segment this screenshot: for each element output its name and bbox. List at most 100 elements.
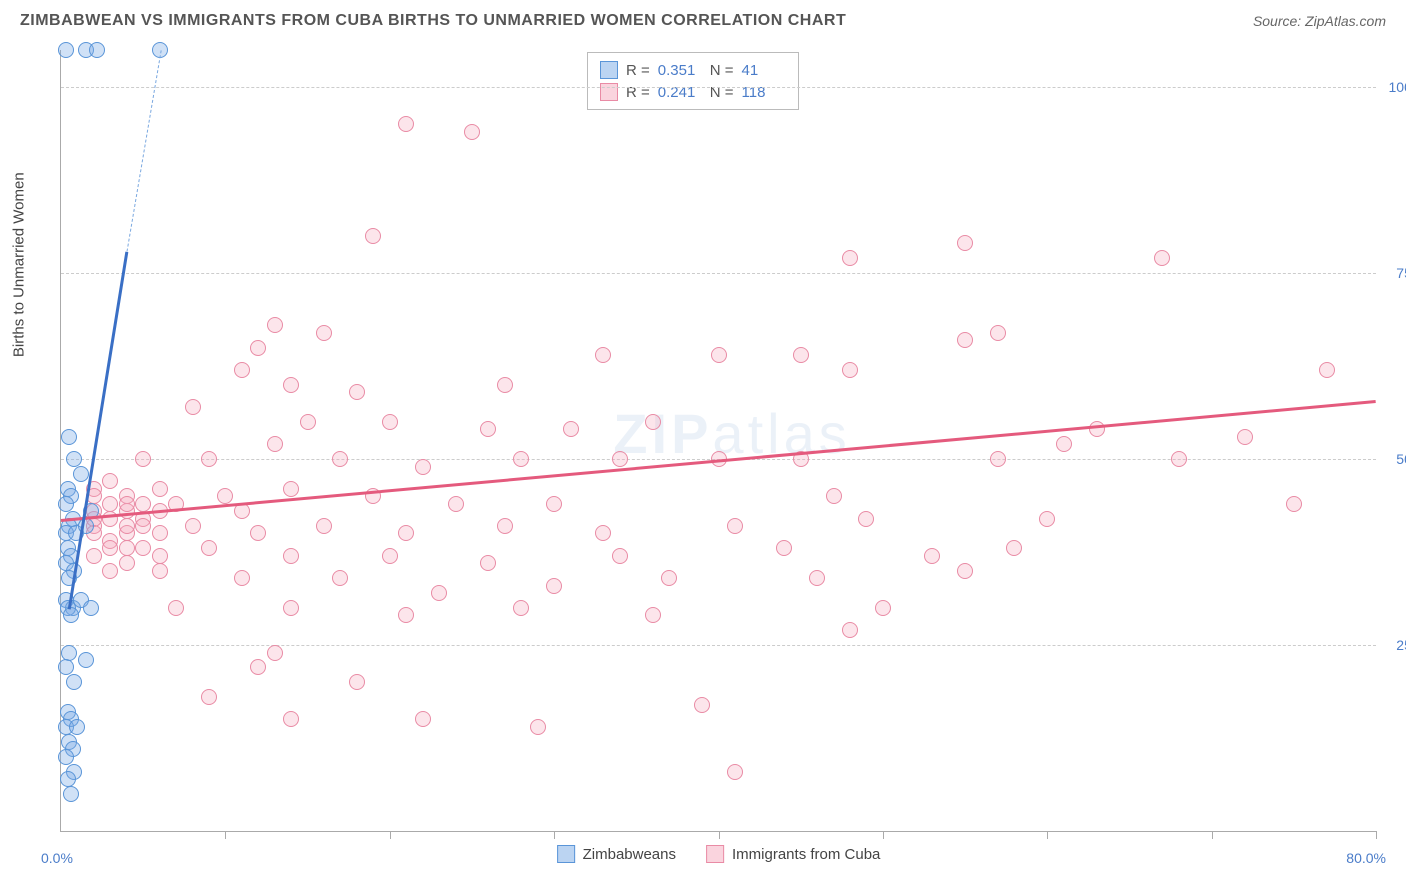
ytick-label: 75.0% [1381,265,1406,281]
data-point-pink [382,548,398,564]
data-point-pink [267,436,283,452]
data-point-pink [135,540,151,556]
data-point-pink [398,607,414,623]
data-point-pink [563,421,579,437]
legend: Zimbabweans Immigrants from Cuba [557,845,881,863]
data-point-blue [69,719,85,735]
data-point-pink [957,235,973,251]
data-point-pink [645,414,661,430]
xtick [225,831,226,839]
data-point-blue [58,749,74,765]
data-point-pink [595,347,611,363]
data-point-pink [957,332,973,348]
data-point-pink [217,488,233,504]
legend-item-blue: Zimbabweans [557,845,676,863]
r-label: R = [626,62,650,79]
r-label: R = [626,84,650,101]
data-point-pink [415,711,431,727]
data-point-pink [152,525,168,541]
data-point-pink [250,525,266,541]
data-point-pink [300,414,316,430]
swatch-blue [557,845,575,863]
data-point-pink [842,622,858,638]
data-point-pink [234,362,250,378]
data-point-pink [448,496,464,512]
data-point-pink [349,674,365,690]
swatch-blue [600,61,618,79]
correlation-stats-box: R = 0.351 N = 41 R = 0.241 N = 118 [587,52,799,110]
data-point-pink [234,570,250,586]
data-point-pink [365,228,381,244]
data-point-pink [645,607,661,623]
data-point-pink [858,511,874,527]
xtick [883,831,884,839]
data-point-pink [875,600,891,616]
data-point-pink [332,570,348,586]
data-point-pink [283,377,299,393]
data-point-pink [382,414,398,430]
data-point-pink [546,496,562,512]
data-point-pink [102,540,118,556]
data-point-pink [497,377,513,393]
data-point-pink [283,548,299,564]
data-point-blue [58,42,74,58]
n-value-blue: 41 [742,62,786,79]
data-point-pink [250,340,266,356]
legend-item-pink: Immigrants from Cuba [706,845,880,863]
xtick [390,831,391,839]
gridline [61,87,1376,88]
x-axis-min: 0.0% [41,850,73,866]
data-point-blue [61,645,77,661]
data-point-pink [283,481,299,497]
data-point-pink [480,555,496,571]
swatch-pink [706,845,724,863]
xtick [1376,831,1377,839]
data-point-pink [1006,540,1022,556]
data-point-pink [349,384,365,400]
data-point-pink [990,325,1006,341]
data-point-pink [431,585,447,601]
data-point-pink [102,473,118,489]
data-point-pink [480,421,496,437]
stat-row-pink: R = 0.241 N = 118 [600,81,786,103]
data-point-blue [58,496,74,512]
data-point-pink [201,451,217,467]
data-point-blue [60,771,76,787]
data-point-blue [63,607,79,623]
y-axis-label: Births to Unmarried Women [11,172,28,357]
data-point-pink [842,250,858,266]
data-point-pink [793,347,809,363]
xtick [554,831,555,839]
n-label: N = [710,62,734,79]
data-point-pink [595,525,611,541]
data-point-pink [398,116,414,132]
data-point-pink [267,317,283,333]
data-point-pink [530,719,546,735]
data-point-pink [546,578,562,594]
source-attribution: Source: ZipAtlas.com [1253,13,1386,29]
data-point-pink [924,548,940,564]
data-point-pink [185,399,201,415]
data-point-pink [86,548,102,564]
swatch-pink [600,83,618,101]
gridline [61,645,1376,646]
data-point-pink [1286,496,1302,512]
ytick-label: 100.0% [1381,79,1406,95]
legend-label: Immigrants from Cuba [732,846,880,863]
watermark: ZIPatlas [613,401,850,466]
data-point-pink [152,481,168,497]
data-point-pink [250,659,266,675]
scatter-chart: Births to Unmarried Women 0.0% 80.0% ZIP… [60,50,1376,832]
xtick [1047,831,1048,839]
data-point-pink [283,711,299,727]
data-point-blue [78,652,94,668]
data-point-pink [612,548,628,564]
data-point-pink [464,124,480,140]
data-point-pink [119,496,135,512]
data-point-pink [694,697,710,713]
xtick [1212,831,1213,839]
xtick [719,831,720,839]
data-point-pink [135,518,151,534]
data-point-pink [316,325,332,341]
data-point-blue [73,466,89,482]
